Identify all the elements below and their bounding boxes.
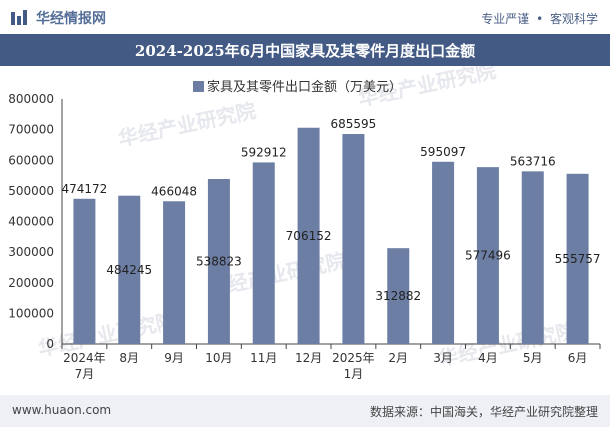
y-tick-label: 800000 [8,92,54,106]
x-tick-label: 4月 [478,351,498,365]
y-tick-label: 200000 [8,276,54,290]
bar [432,161,455,344]
data-label: 466048 [151,184,197,198]
y-tick-label: 600000 [8,153,54,167]
data-label: 555757 [555,252,601,266]
bar [118,195,141,344]
data-label: 484245 [106,263,152,277]
bar [252,162,275,344]
brand-name: 华经情报网 [36,11,106,27]
bar [342,134,365,344]
x-tick-label: 3月 [433,351,453,365]
x-tick-label: 12月 [295,351,322,365]
x-tick-label: 10月 [205,351,232,365]
data-label: 595097 [420,145,466,159]
x-tick-label: 11月 [250,351,277,365]
bar [476,167,499,344]
chart-title: 2024-2025年6月中国家具及其零件月度出口金额 [134,42,476,60]
data-label: 685595 [331,117,377,131]
data-source: 数据来源：中国海关，华经产业研究院整理 [369,405,598,419]
data-label: 312882 [375,289,421,303]
bar [163,201,186,344]
x-tick-label: 5月 [523,351,543,365]
y-tick-label: 400000 [8,215,54,229]
bar [566,173,589,344]
x-tick-label: 2024年 7月 [63,351,106,381]
watermark-text: 华经产业研究院 [36,308,178,361]
title-bar: 2024-2025年6月中国家具及其零件月度出口金额 [0,34,610,66]
footer: www.huaon.com 数据来源：中国海关，华经产业研究院整理 [0,395,610,427]
bar [207,178,230,344]
x-tick-label: 9月 [164,351,184,365]
dot-separator-icon: • [536,12,544,26]
data-label: 592912 [241,145,287,159]
data-label: 474172 [62,182,108,196]
data-label: 563716 [510,154,556,168]
x-tick-label: 6月 [568,351,588,365]
y-tick-label: 100000 [8,306,54,320]
x-tick-label: 8月 [119,351,139,365]
bar-logo-icon [11,10,27,25]
legend-swatch [193,81,204,92]
y-tick-label: 0 [46,337,54,351]
watermark-text: 华经产业研究院 [116,98,258,151]
bar [297,127,320,344]
tagline-left: 专业严谨 [481,12,530,26]
bar [387,248,410,344]
data-label: 577496 [465,249,511,263]
tagline: 专业严谨 • 客观科学 [481,10,598,27]
website-link[interactable]: www.huaon.com [12,403,112,417]
bar [73,198,96,344]
y-tick-label: 700000 [8,123,54,137]
bar [521,171,544,344]
data-label: 706152 [286,229,332,243]
x-tick-label: 2月 [388,351,408,365]
y-tick-label: 300000 [8,245,54,259]
legend-label: 家具及其零件出口金额（万美元） [207,79,402,95]
x-tick-label: 2025年 1月 [332,351,375,381]
data-label: 538823 [196,254,242,268]
watermark-text: 华经产业研究院 [436,318,578,371]
header: 华经情报网 专业严谨 • 客观科学 [0,0,610,34]
tagline-right: 客观科学 [549,12,598,26]
y-tick-label: 500000 [8,184,54,198]
